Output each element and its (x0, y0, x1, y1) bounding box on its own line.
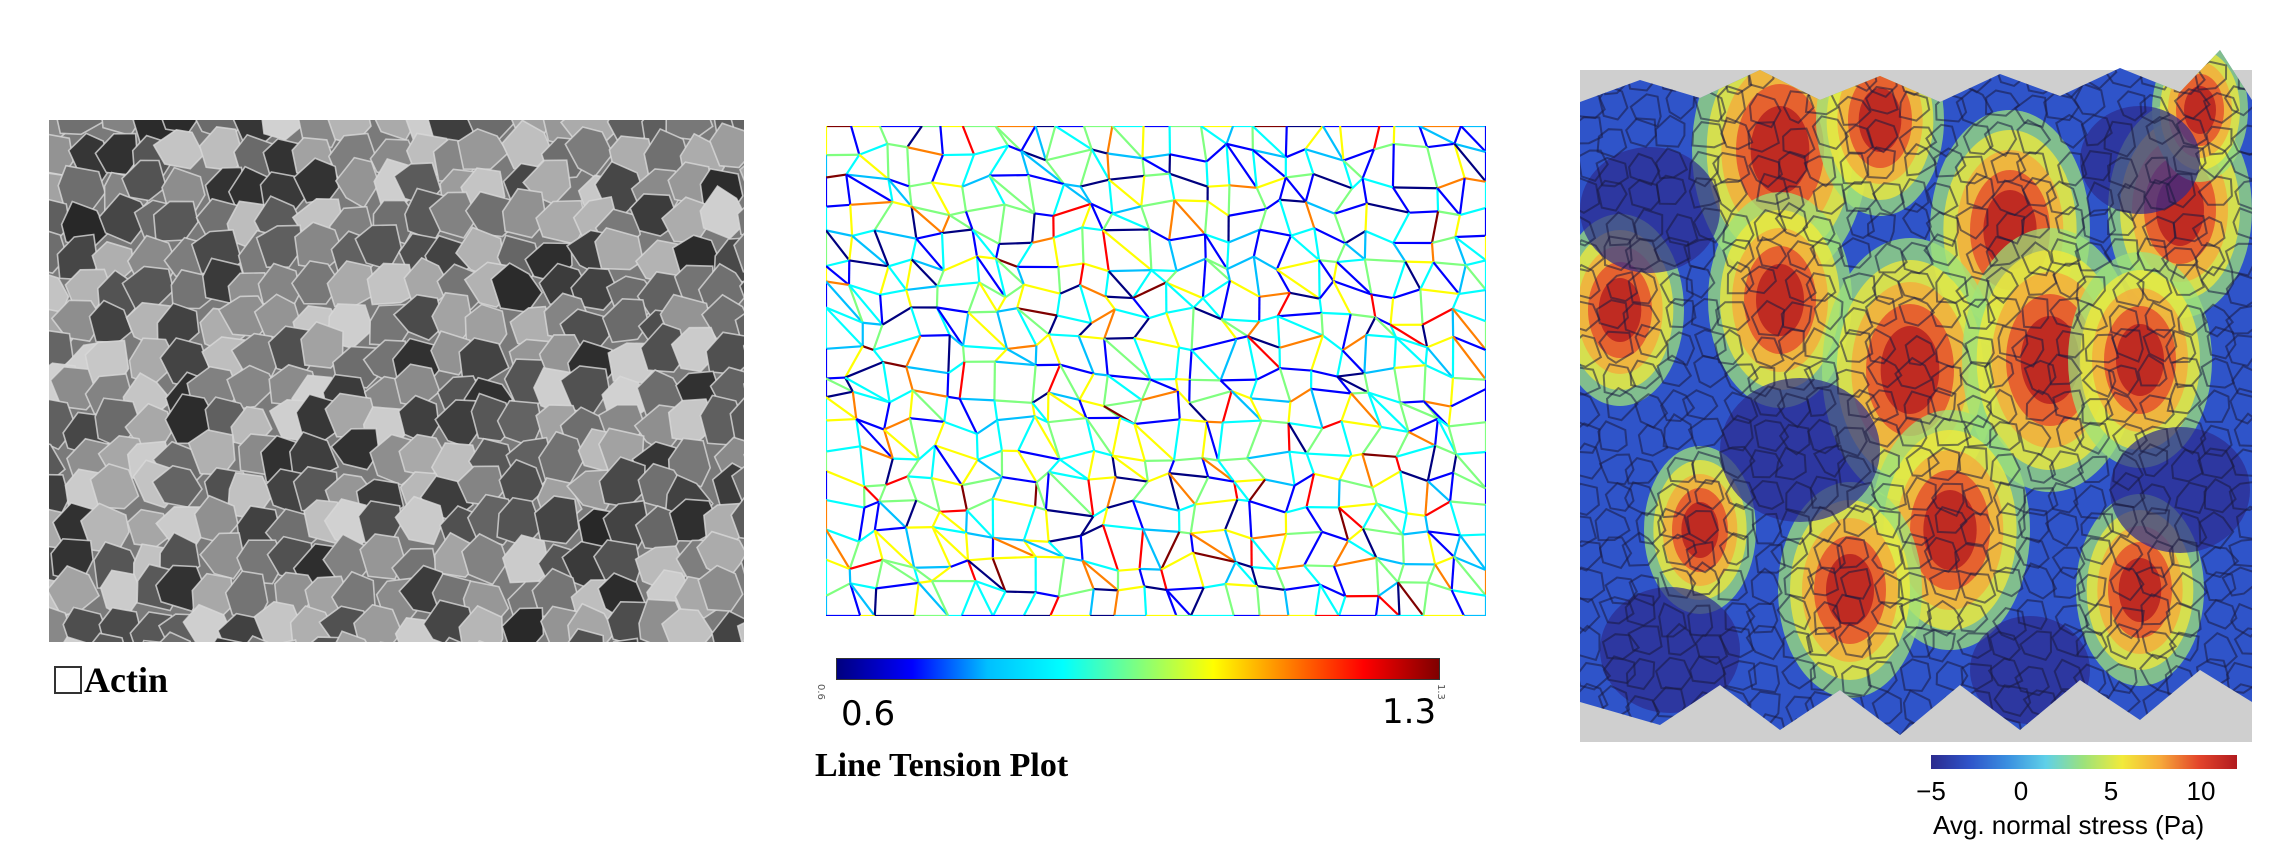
stress-tick-label: 5 (2103, 776, 2119, 806)
actin-caption: Actin (54, 660, 168, 700)
tension-min-tiny-label: 0.6 (815, 684, 826, 700)
stress-tick-label: −5 (1916, 776, 1946, 806)
tension-min-label: 0.6 (841, 694, 896, 734)
stress-colorbar (1931, 755, 2237, 769)
line-tension-network (826, 126, 1486, 616)
actin-caption-text: Actin (84, 660, 168, 700)
tension-max-tiny-label: 1.3 (1435, 684, 1446, 700)
actin-micrograph (49, 120, 744, 642)
stress-heatmap (1580, 50, 2252, 742)
stress-colorbar-label: Avg. normal stress (Pa) (1933, 810, 2205, 840)
stress-tick-label: 0 (2013, 776, 2029, 806)
line-tension-caption: Line Tension Plot (815, 747, 1069, 784)
stress-tick-label: 10 (2186, 776, 2216, 806)
tension-colorbar (836, 658, 1440, 680)
tension-max-label: 1.3 (1382, 692, 1437, 732)
caption-box-icon (54, 666, 82, 694)
